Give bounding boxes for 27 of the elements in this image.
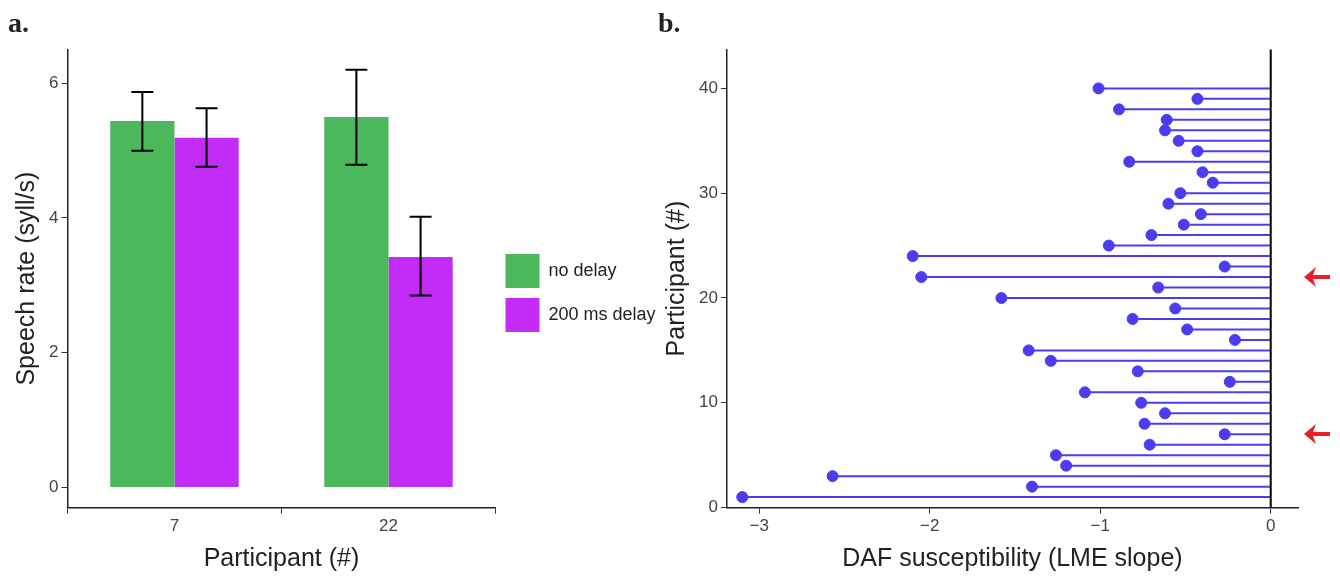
y-tick-label: 0 [48,477,59,497]
bar [388,257,453,487]
bar [324,116,389,487]
y-axis-title: Speech rate (syll/s) [10,171,39,386]
y-tick-label: 20 [698,287,718,307]
x-axis-title: DAF susceptibility (LME slope) [842,542,1183,571]
y-tick-label: 6 [48,72,59,92]
y-tick-label: 0 [708,497,718,517]
x-tick-label: −2 [920,516,940,536]
bar [174,137,239,487]
y-tick-label: 30 [698,182,718,202]
x-tick-label: 7 [169,516,180,536]
y-tick-label: 40 [698,78,718,98]
legend-label: no delay [548,259,617,280]
bar [110,120,175,487]
legend-label: 200 ms delay [548,303,656,324]
y-tick-label: 2 [48,342,59,362]
x-tick-label: 22 [379,516,398,536]
chart-title: a. [8,7,29,39]
y-tick-label: 4 [48,207,59,227]
y-tick-label: 10 [698,392,718,412]
x-tick-label: −3 [749,516,769,536]
x-tick-label: 0 [1265,516,1276,536]
x-tick-label: −1 [1090,516,1110,536]
x-axis-title: Participant (#) [203,542,360,571]
y-axis-title: Participant (#) [660,200,689,357]
chart-title: b. [658,7,681,39]
